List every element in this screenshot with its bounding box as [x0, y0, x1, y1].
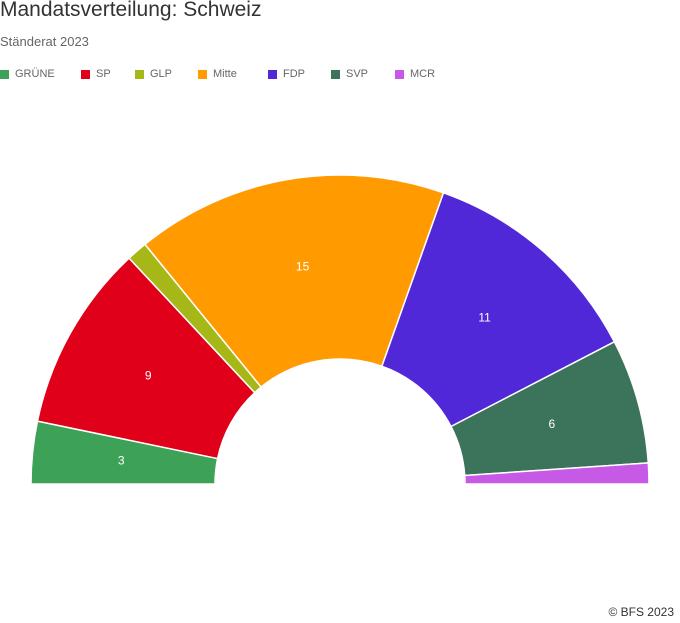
legend-item-fdp[interactable]: FDP: [268, 68, 305, 80]
data-label: 15: [296, 259, 310, 273]
chart-title: Mandatsverteilung: Schweiz: [0, 0, 262, 21]
slice-mcr[interactable]: [463, 462, 650, 485]
legend-swatch: [135, 69, 144, 79]
data-label: 3: [118, 454, 125, 468]
legend-swatch: [81, 69, 90, 79]
legend-item-svp[interactable]: SVP: [331, 68, 368, 80]
legend-item-sp[interactable]: SP: [81, 68, 111, 80]
legend-label: SP: [96, 68, 111, 80]
legend-item-gruene[interactable]: GRÜNE: [0, 68, 55, 80]
legend-swatch: [268, 69, 277, 79]
legend-swatch: [395, 69, 404, 79]
data-label: 6: [548, 417, 555, 431]
legend-label: FDP: [283, 68, 305, 80]
legend-label: GLP: [150, 68, 173, 80]
legend-item-mcr[interactable]: MCR: [395, 68, 435, 80]
legend: GRÜNE SP GLP Mitte FDP SVP MCR: [0, 68, 680, 84]
legend-label: SVP: [346, 68, 369, 80]
data-label: 11: [478, 310, 491, 324]
legend-item-mitte[interactable]: Mitte: [198, 68, 237, 80]
legend-swatch: [198, 69, 207, 79]
legend-swatch: [331, 69, 340, 79]
legend-item-glp[interactable]: GLP: [135, 68, 172, 80]
data-label: 9: [145, 368, 152, 382]
chart-subtitle: Ständerat 2023: [0, 34, 89, 49]
slice-fdp[interactable]: [381, 192, 616, 428]
legend-label: Mitte: [213, 68, 237, 80]
legend-swatch: [0, 69, 9, 79]
legend-label: MCR: [410, 68, 436, 80]
legend-label: GRÜNE: [15, 68, 55, 80]
credits[interactable]: © BFS 2023: [608, 605, 674, 619]
slice-mitte[interactable]: [144, 174, 445, 388]
